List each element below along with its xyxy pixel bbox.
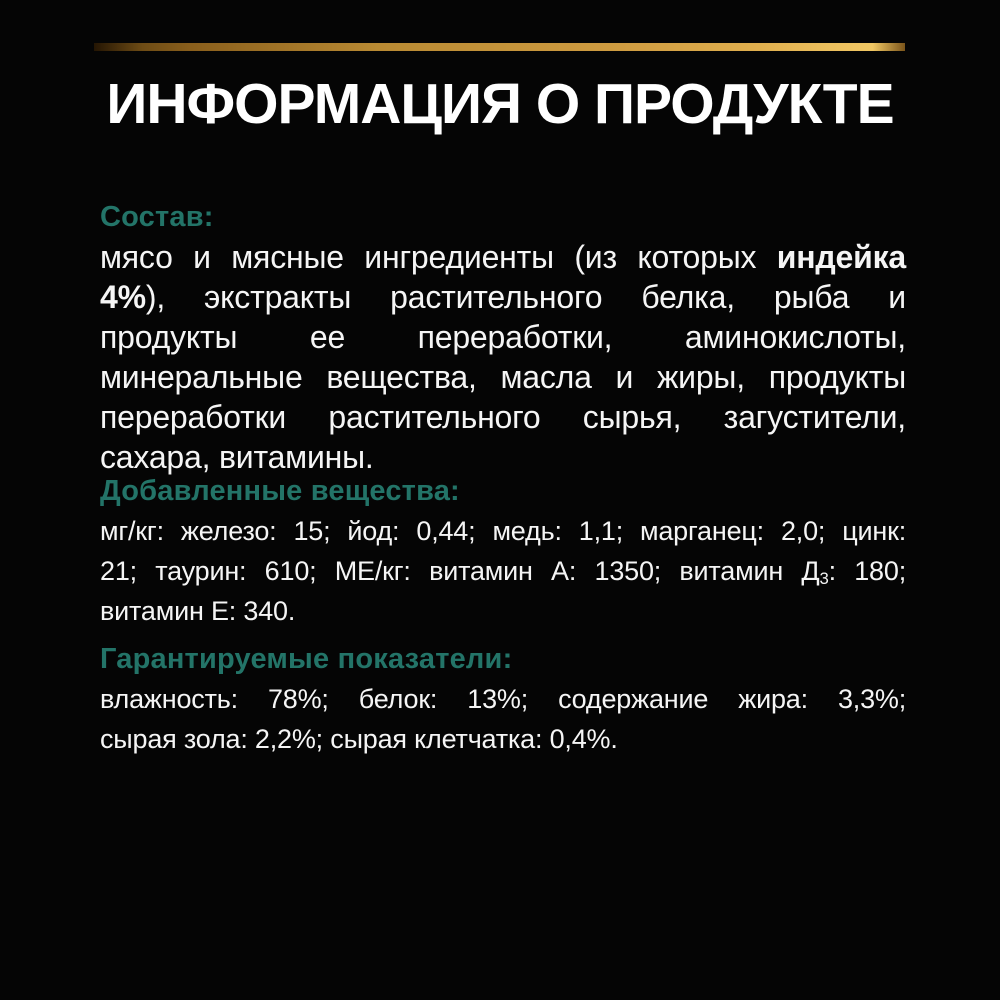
text-segment: витамин Е: 340.: [100, 596, 296, 626]
text-segment: 21; таурин: 610; МЕ/кг: витамин А: 1350;…: [100, 556, 820, 586]
text-line: витамин Е: 340.: [100, 591, 906, 631]
section-header-composition: Состав:: [100, 201, 214, 233]
text-segment: минеральные вещества, масла и жиры, прод…: [100, 359, 906, 395]
page-title: ИНФОРМАЦИЯ О ПРОДУКТЕ: [106, 72, 894, 136]
text-line: минеральные вещества, масла и жиры, прод…: [100, 357, 906, 397]
additives-text: мг/кг: железо: 15; йод: 0,44; медь: 1,1;…: [100, 511, 906, 631]
gold-divider-rule: [94, 43, 905, 51]
text-line: 21; таурин: 610; МЕ/кг: витамин А: 1350;…: [100, 551, 906, 591]
text-line: переработки растительного сырья, загусти…: [100, 397, 906, 437]
text-segment: сахара, витамины.: [100, 439, 374, 475]
subscript-text: 3: [819, 569, 829, 589]
text-segment: ), экстракты растительного белка, рыба и: [145, 279, 906, 315]
guaranteed-values-text: влажность: 78%; белок: 13%; содержание ж…: [100, 679, 906, 759]
bold-text: 4%: [100, 279, 146, 315]
section-header-guaranteed-values: Гарантируемые показатели:: [100, 643, 513, 675]
text-line: продукты ее переработки, аминокислоты,: [100, 317, 906, 357]
text-segment: : 180;: [828, 556, 907, 586]
text-line: мясо и мясные ингредиенты (из которых ин…: [100, 237, 906, 277]
section-header-additives: Добавленные вещества:: [100, 475, 460, 507]
text-line: влажность: 78%; белок: 13%; содержание ж…: [100, 679, 906, 719]
text-line: сахара, витамины.: [100, 437, 906, 477]
bold-text: индейка: [776, 239, 906, 275]
text-line: 4%), экстракты растительного белка, рыба…: [100, 277, 906, 317]
section-composition: Состав: мясо и мясные ингредиенты (из ко…: [100, 200, 906, 477]
text-segment: мясо и мясные ингредиенты (из которых: [100, 239, 777, 275]
section-guaranteed-values: Гарантируемые показатели: влажность: 78%…: [100, 642, 906, 759]
text-segment: переработки растительного сырья, загусти…: [100, 399, 906, 435]
composition-text: мясо и мясные ингредиенты (из которых ин…: [100, 237, 906, 477]
text-segment: влажность: 78%; белок: 13%; содержание ж…: [100, 684, 906, 714]
section-additives: Добавленные вещества: мг/кг: железо: 15;…: [100, 474, 906, 631]
text-segment: мг/кг: железо: 15; йод: 0,44; медь: 1,1;…: [100, 516, 906, 546]
text-line: мг/кг: железо: 15; йод: 0,44; медь: 1,1;…: [100, 511, 906, 551]
text-segment: продукты ее переработки, аминокислоты,: [100, 319, 906, 355]
text-line: сырая зола: 2,2%; сырая клетчатка: 0,4%.: [100, 719, 906, 759]
text-segment: сырая зола: 2,2%; сырая клетчатка: 0,4%.: [100, 724, 618, 754]
